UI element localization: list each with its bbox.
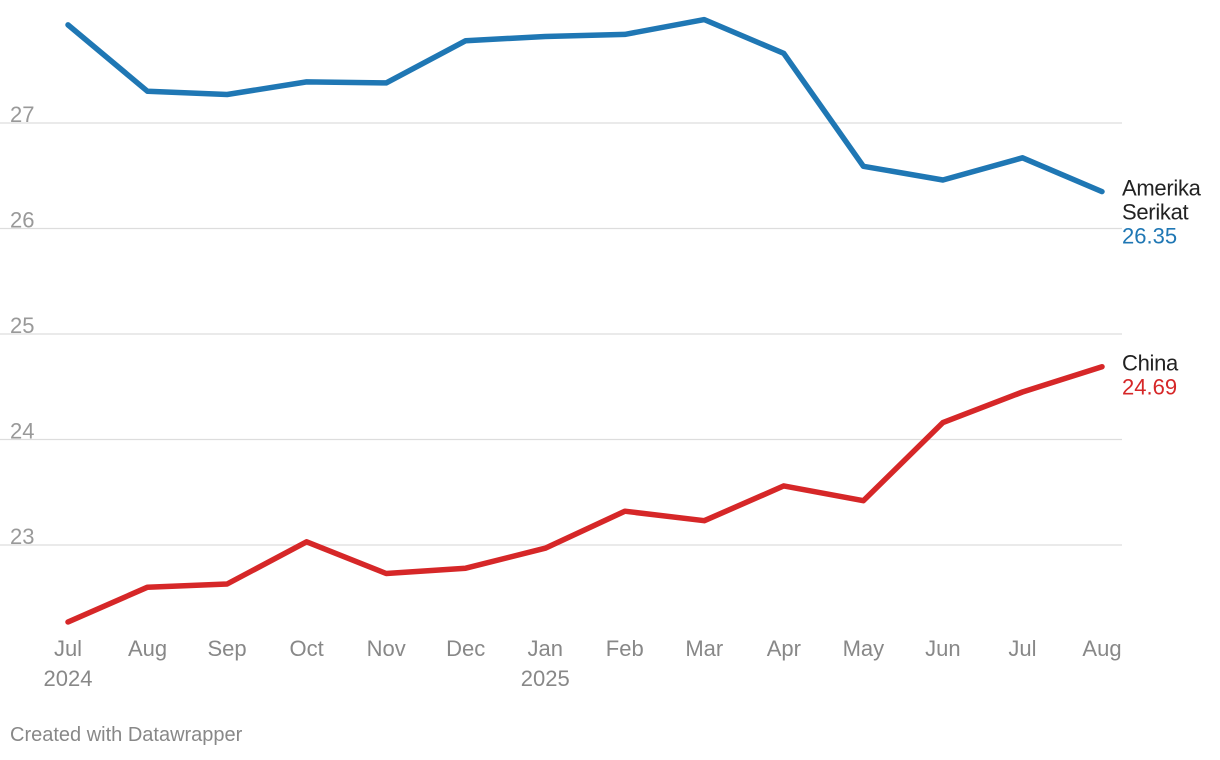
series-end-value: 24.69: [1122, 375, 1177, 400]
y-axis: 23 24 25 26 27: [10, 102, 34, 549]
x-tick-label: Aug: [1082, 636, 1121, 661]
y-tick-label: 26: [10, 208, 34, 233]
x-tick-label: Aug: [128, 636, 167, 661]
series-lines: [65, 16, 1105, 625]
series-line-china: [65, 363, 1105, 625]
x-tick-label: Sep: [207, 636, 246, 661]
x-tick-label: Jun: [925, 636, 960, 661]
x-tick-label: Jul: [54, 636, 82, 661]
x-tick-label: Jan: [527, 636, 562, 661]
x-tick-label: Feb: [606, 636, 644, 661]
x-tick-label: Oct: [289, 636, 323, 661]
y-tick-label: 25: [10, 313, 34, 338]
series-line-amerika-serikat: [65, 16, 1105, 195]
x-axis: Jul Aug Sep Oct Nov Dec Jan Feb Mar Apr May Jun Jul A…: [44, 636, 1122, 691]
series-end-name: China: [1122, 351, 1179, 376]
gridlines: [0, 122, 1122, 546]
x-tick-label: Jul: [1008, 636, 1036, 661]
x-tick-label: May: [843, 636, 885, 661]
y-tick-label: 23: [10, 524, 34, 549]
series-end-name: Serikat: [1122, 200, 1189, 225]
footer-credit: Created with Datawrapper: [10, 724, 243, 746]
x-year-label: 2025: [521, 666, 570, 691]
series-end-name: Amerika: [1122, 176, 1202, 201]
x-tick-label: Nov: [367, 636, 406, 661]
x-tick-label: Dec: [446, 636, 485, 661]
y-tick-label: 24: [10, 419, 34, 444]
x-year-label: 2024: [44, 666, 93, 691]
series-end-value: 26.35: [1122, 224, 1177, 249]
x-tick-label: Mar: [685, 636, 723, 661]
x-tick-label: Apr: [767, 636, 801, 661]
y-tick-label: 27: [10, 102, 34, 127]
